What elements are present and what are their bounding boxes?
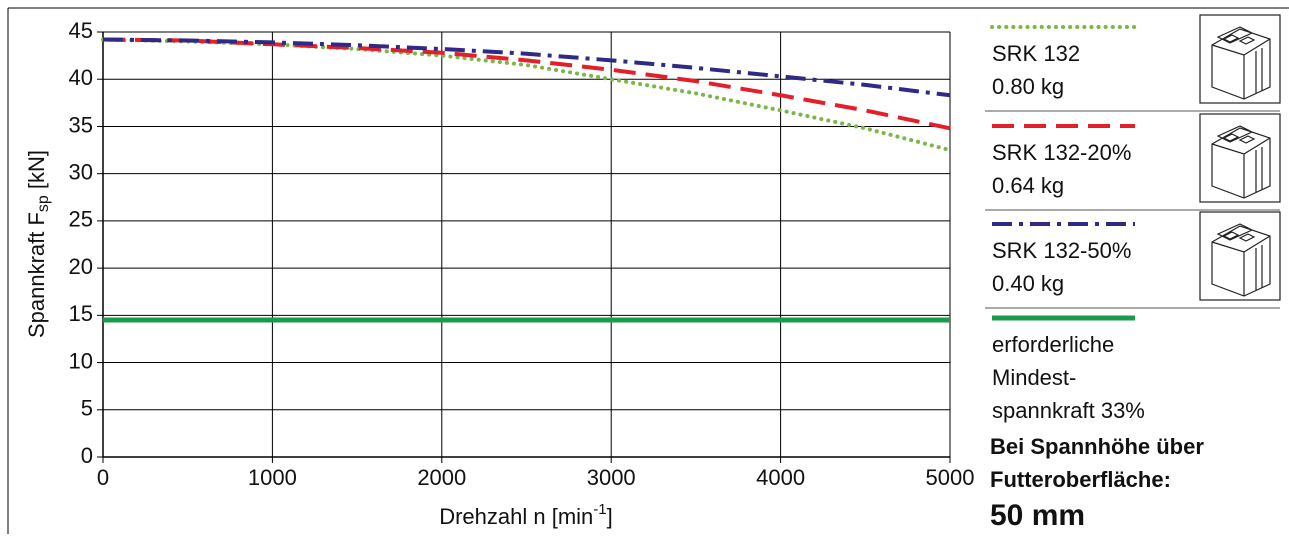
x-tick-label: 2000 bbox=[417, 465, 466, 490]
y-tick-label: 15 bbox=[69, 301, 93, 326]
y-tick-label: 20 bbox=[69, 254, 93, 279]
y-tick-label: 0 bbox=[81, 443, 93, 468]
series-line bbox=[103, 40, 950, 96]
legend-text: 0.40 kg bbox=[992, 271, 1064, 296]
y-tick-label: 35 bbox=[69, 112, 93, 137]
jaw-icon bbox=[1200, 212, 1280, 300]
y-tick-label: 10 bbox=[69, 348, 93, 373]
legend-text: Mindest- bbox=[992, 365, 1076, 390]
x-axis-label: Drehzahl n [min-1] bbox=[439, 501, 613, 529]
y-tick-label: 25 bbox=[69, 207, 93, 232]
y-tick-label: 45 bbox=[69, 18, 93, 43]
x-tick-label: 5000 bbox=[926, 465, 975, 490]
jaw-icon bbox=[1200, 114, 1280, 202]
legend-text: SRK 132-20% bbox=[992, 140, 1131, 165]
page: Spannkraft Fsp [kN] Drehzahl n [min-1] 0… bbox=[0, 0, 1289, 539]
note-text: Futteroberfläche: bbox=[990, 467, 1171, 492]
legend-text: 0.64 kg bbox=[992, 173, 1064, 198]
y-tick-label: 40 bbox=[69, 65, 93, 90]
y-label-main: Spannkraft F bbox=[24, 212, 49, 338]
y-label-unit: [kN] bbox=[24, 150, 49, 195]
note-text: 50 mm bbox=[990, 499, 1085, 532]
legend-text: SRK 132-50% bbox=[992, 238, 1131, 263]
x-tick-label: 1000 bbox=[248, 465, 297, 490]
legend-text: 0.80 kg bbox=[992, 74, 1064, 99]
legend-text: erforderliche bbox=[992, 332, 1114, 357]
x-tick-label: 3000 bbox=[587, 465, 636, 490]
x-label-sup: -1 bbox=[593, 501, 606, 518]
x-tick-label: 0 bbox=[97, 465, 109, 490]
y-label-sub: sp bbox=[35, 195, 52, 212]
y-tick-label: 5 bbox=[81, 396, 93, 421]
x-label-main: Drehzahl n [min bbox=[439, 504, 593, 529]
series-line bbox=[103, 40, 950, 151]
x-tick-label: 4000 bbox=[756, 465, 805, 490]
chart: Spannkraft Fsp [kN] Drehzahl n [min-1] 0… bbox=[0, 0, 1289, 534]
legend-text: spannkraft 33% bbox=[992, 398, 1145, 423]
note-text: Bei Spannhöhe über bbox=[990, 434, 1204, 459]
y-tick-label: 30 bbox=[69, 159, 93, 184]
y-axis-label: Spannkraft Fsp [kN] bbox=[24, 150, 52, 338]
legend-text: SRK 132 bbox=[992, 41, 1080, 66]
x-label-end: ] bbox=[607, 504, 613, 529]
jaw-icon bbox=[1200, 15, 1280, 103]
